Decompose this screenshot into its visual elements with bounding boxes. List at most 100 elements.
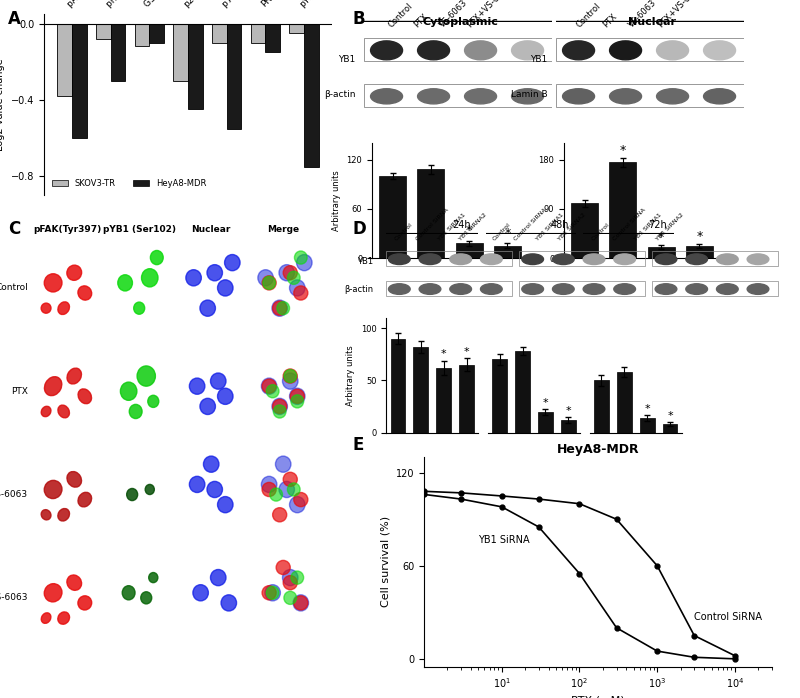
Ellipse shape bbox=[58, 612, 70, 624]
Ellipse shape bbox=[207, 482, 222, 498]
Ellipse shape bbox=[465, 89, 497, 104]
Ellipse shape bbox=[122, 586, 135, 600]
Bar bbox=[96, 24, 110, 39]
Ellipse shape bbox=[481, 284, 502, 295]
Bar bbox=[72, 24, 86, 138]
Ellipse shape bbox=[44, 274, 62, 292]
Ellipse shape bbox=[141, 592, 152, 604]
Ellipse shape bbox=[294, 286, 308, 300]
Ellipse shape bbox=[418, 89, 450, 104]
Bar bbox=[571, 203, 598, 258]
Ellipse shape bbox=[481, 254, 502, 265]
Ellipse shape bbox=[266, 586, 279, 600]
Text: Control: Control bbox=[590, 223, 610, 242]
Text: *: * bbox=[644, 404, 650, 414]
Ellipse shape bbox=[511, 41, 543, 60]
Text: Nuclear: Nuclear bbox=[191, 225, 231, 234]
Text: PTX+VS-6063: PTX+VS-6063 bbox=[466, 0, 513, 29]
Ellipse shape bbox=[58, 302, 70, 315]
Text: *: * bbox=[542, 398, 548, 408]
X-axis label: PTX (n M): PTX (n M) bbox=[571, 696, 625, 698]
Text: 72h: 72h bbox=[648, 221, 667, 230]
Ellipse shape bbox=[291, 571, 304, 584]
Text: YB1: YB1 bbox=[530, 55, 547, 64]
Bar bbox=[134, 24, 150, 47]
Ellipse shape bbox=[130, 404, 142, 419]
Text: Merge: Merge bbox=[267, 225, 299, 234]
Text: 20 μM: 20 μM bbox=[179, 634, 194, 639]
Ellipse shape bbox=[522, 254, 543, 265]
Text: 20 μM: 20 μM bbox=[35, 634, 50, 639]
Ellipse shape bbox=[287, 272, 300, 284]
Ellipse shape bbox=[218, 280, 233, 296]
Bar bbox=[492, 359, 507, 433]
Text: A: A bbox=[8, 10, 21, 29]
Bar bbox=[290, 24, 304, 33]
Text: YB1 SiRNA: YB1 SiRNA bbox=[478, 535, 530, 544]
Bar bbox=[57, 24, 72, 96]
Y-axis label: Arbitrary units: Arbitrary units bbox=[332, 170, 341, 231]
Y-axis label: Arbitrary units: Arbitrary units bbox=[346, 345, 355, 406]
Text: *: * bbox=[466, 224, 472, 237]
Ellipse shape bbox=[370, 89, 402, 104]
Ellipse shape bbox=[273, 301, 286, 315]
Text: Control SiRNA: Control SiRNA bbox=[514, 208, 548, 242]
Ellipse shape bbox=[389, 254, 410, 265]
Text: 20 μM: 20 μM bbox=[179, 325, 194, 329]
Text: *: * bbox=[441, 350, 446, 359]
Ellipse shape bbox=[553, 254, 574, 265]
Text: Control SiRNA: Control SiRNA bbox=[415, 208, 450, 242]
Ellipse shape bbox=[290, 280, 305, 296]
Text: Control: Control bbox=[0, 283, 28, 292]
Y-axis label: Cell survival (%): Cell survival (%) bbox=[380, 517, 390, 607]
Ellipse shape bbox=[283, 369, 298, 383]
Ellipse shape bbox=[218, 496, 233, 513]
Bar bbox=[386, 281, 512, 296]
Text: C: C bbox=[8, 220, 20, 238]
Text: β-actin: β-actin bbox=[345, 285, 374, 294]
Ellipse shape bbox=[274, 405, 286, 418]
Text: PTX+VS-6063: PTX+VS-6063 bbox=[656, 0, 703, 29]
Ellipse shape bbox=[203, 456, 219, 473]
Text: Control: Control bbox=[492, 223, 512, 242]
Text: 20 μM: 20 μM bbox=[107, 531, 122, 536]
Text: PTX: PTX bbox=[601, 12, 618, 29]
Text: *: * bbox=[667, 411, 673, 421]
Ellipse shape bbox=[186, 269, 202, 286]
Bar bbox=[519, 281, 645, 296]
Ellipse shape bbox=[291, 395, 304, 408]
Text: 20 μM: 20 μM bbox=[107, 428, 122, 433]
Ellipse shape bbox=[277, 302, 290, 315]
Text: PTX: PTX bbox=[11, 387, 28, 396]
Text: 20 μM: 20 μM bbox=[107, 325, 122, 329]
Bar bbox=[686, 246, 713, 258]
Bar bbox=[414, 347, 428, 433]
Ellipse shape bbox=[419, 254, 441, 265]
Ellipse shape bbox=[419, 284, 441, 295]
Text: YB1 SiRNA1: YB1 SiRNA1 bbox=[634, 213, 663, 242]
Text: B: B bbox=[352, 10, 365, 29]
Text: Control: Control bbox=[394, 223, 414, 242]
Bar bbox=[379, 176, 406, 258]
Ellipse shape bbox=[262, 378, 277, 394]
Ellipse shape bbox=[370, 41, 402, 60]
Ellipse shape bbox=[562, 41, 594, 60]
Ellipse shape bbox=[279, 265, 294, 281]
Bar bbox=[519, 251, 645, 266]
Text: YB1: YB1 bbox=[358, 258, 374, 266]
Bar bbox=[617, 372, 631, 433]
Text: *: * bbox=[464, 348, 470, 357]
Text: Control SiRNA: Control SiRNA bbox=[694, 612, 762, 622]
Text: pYB1 (Ser102): pYB1 (Ser102) bbox=[102, 225, 176, 234]
Ellipse shape bbox=[126, 489, 138, 500]
Ellipse shape bbox=[42, 613, 51, 623]
Ellipse shape bbox=[282, 570, 298, 586]
Ellipse shape bbox=[717, 284, 738, 295]
Ellipse shape bbox=[418, 41, 450, 60]
Ellipse shape bbox=[276, 560, 290, 574]
Ellipse shape bbox=[294, 493, 308, 507]
Text: *: * bbox=[504, 227, 510, 240]
Ellipse shape bbox=[511, 89, 543, 104]
Text: 20 μM: 20 μM bbox=[251, 634, 266, 639]
Text: *: * bbox=[620, 144, 626, 156]
